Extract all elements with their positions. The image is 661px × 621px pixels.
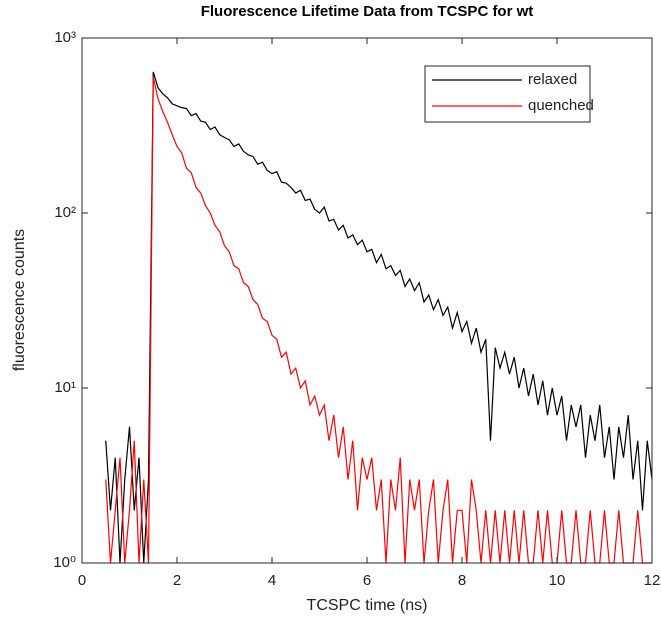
x-tick-label: 12 — [644, 572, 661, 589]
data-line — [105, 76, 652, 564]
y-tick-label: 10² — [54, 204, 76, 221]
y-axis-label: fluorescence counts — [11, 229, 28, 371]
x-tick-label: 10 — [549, 572, 566, 589]
chart-title: Fluorescence Lifetime Data from TCSPC fo… — [201, 3, 534, 20]
x-tick-label: 4 — [268, 572, 276, 589]
y-tick-label: 10⁰ — [53, 554, 76, 571]
x-tick-label: 6 — [363, 572, 371, 589]
data-line — [105, 71, 653, 564]
x-tick-label: 2 — [173, 572, 181, 589]
y-tick-label: 10¹ — [54, 379, 76, 396]
x-tick-label: 0 — [78, 572, 86, 589]
legend-label: relaxed — [528, 71, 577, 88]
x-tick-label: 8 — [458, 572, 466, 589]
legend-label: quenched — [528, 97, 594, 114]
x-axis-label: TCSPC time (ns) — [307, 597, 428, 614]
y-tick-label: 10³ — [54, 29, 76, 46]
legend-box — [424, 65, 591, 123]
